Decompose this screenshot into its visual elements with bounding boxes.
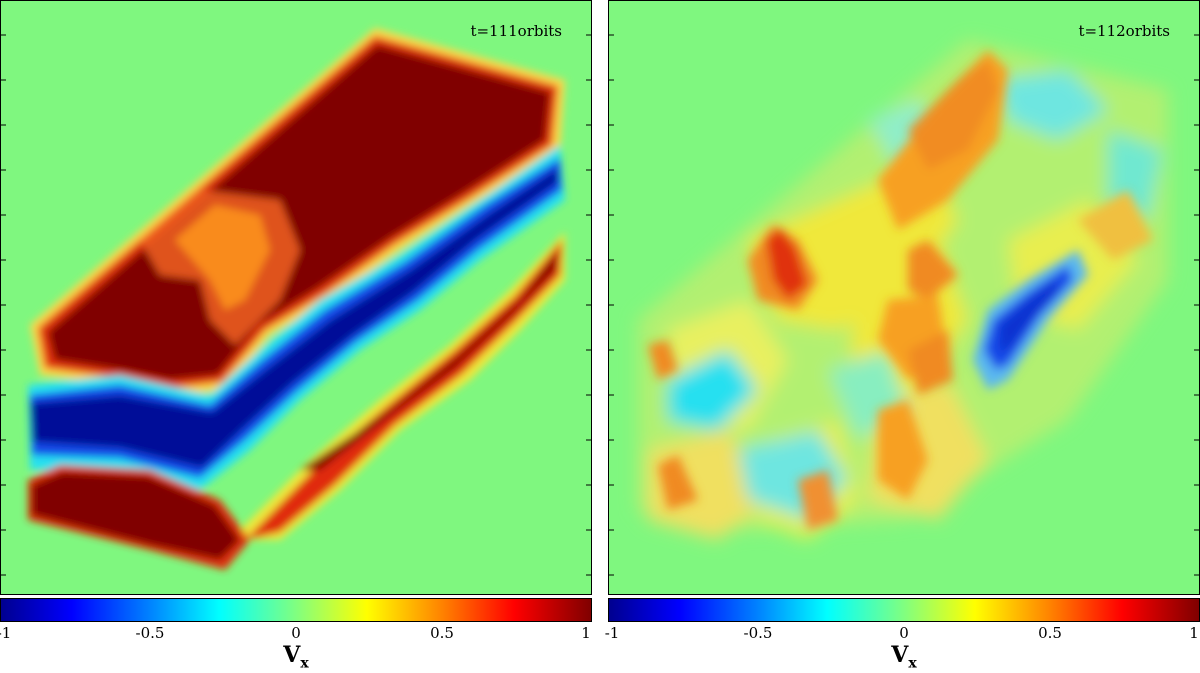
colorbar-tick: 0	[291, 624, 301, 642]
colorbar-label: Vx	[608, 642, 1200, 671]
colorbar	[0, 598, 592, 622]
colorbar-tick: 0	[899, 624, 909, 642]
colorbar-tick: -0.5	[743, 624, 773, 642]
colorbar-tick: 1	[581, 624, 591, 642]
plot-frame	[0, 0, 592, 595]
colorbar-tick: 0.5	[430, 624, 454, 642]
colorbar-tick: 0.5	[1038, 624, 1062, 642]
region-blue-band	[30, 168, 558, 468]
colorbar-gradient	[609, 599, 1199, 621]
colorbar-gradient	[1, 599, 591, 621]
velocity-map-right: t=112orbits	[608, 0, 1200, 595]
colorbar-tick: -1	[604, 624, 620, 642]
velocity-map-left: t=111orbits	[0, 0, 592, 595]
colorbar-label: Vx	[0, 642, 592, 671]
colorbar-label-sub: x	[908, 655, 917, 672]
time-label: t=112orbits	[1078, 22, 1170, 40]
colorbar-label-main: V	[283, 642, 301, 668]
colorbar	[608, 598, 1200, 622]
colorbar-label-sub: x	[300, 655, 309, 672]
panel-right: t=112orbits -1 -0.5 0 0.5 1 Vx	[604, 0, 1200, 673]
time-label: t=111orbits	[470, 22, 562, 40]
velocity-field-right	[608, 0, 1200, 595]
colorbar-tick: 1	[1189, 624, 1199, 642]
velocity-field-left	[0, 0, 592, 595]
panel-left: t=111orbits -1 -0.5 0 0.5 1 Vx	[0, 0, 592, 673]
colorbar-tick: -0.5	[135, 624, 165, 642]
colorbar-ticks: -1 -0.5 0 0.5 1	[0, 622, 592, 644]
colorbar-label-main: V	[891, 642, 909, 668]
colorbar-ticks: -1 -0.5 0 0.5 1	[604, 622, 1200, 644]
colorbar-tick: -1	[0, 624, 12, 642]
